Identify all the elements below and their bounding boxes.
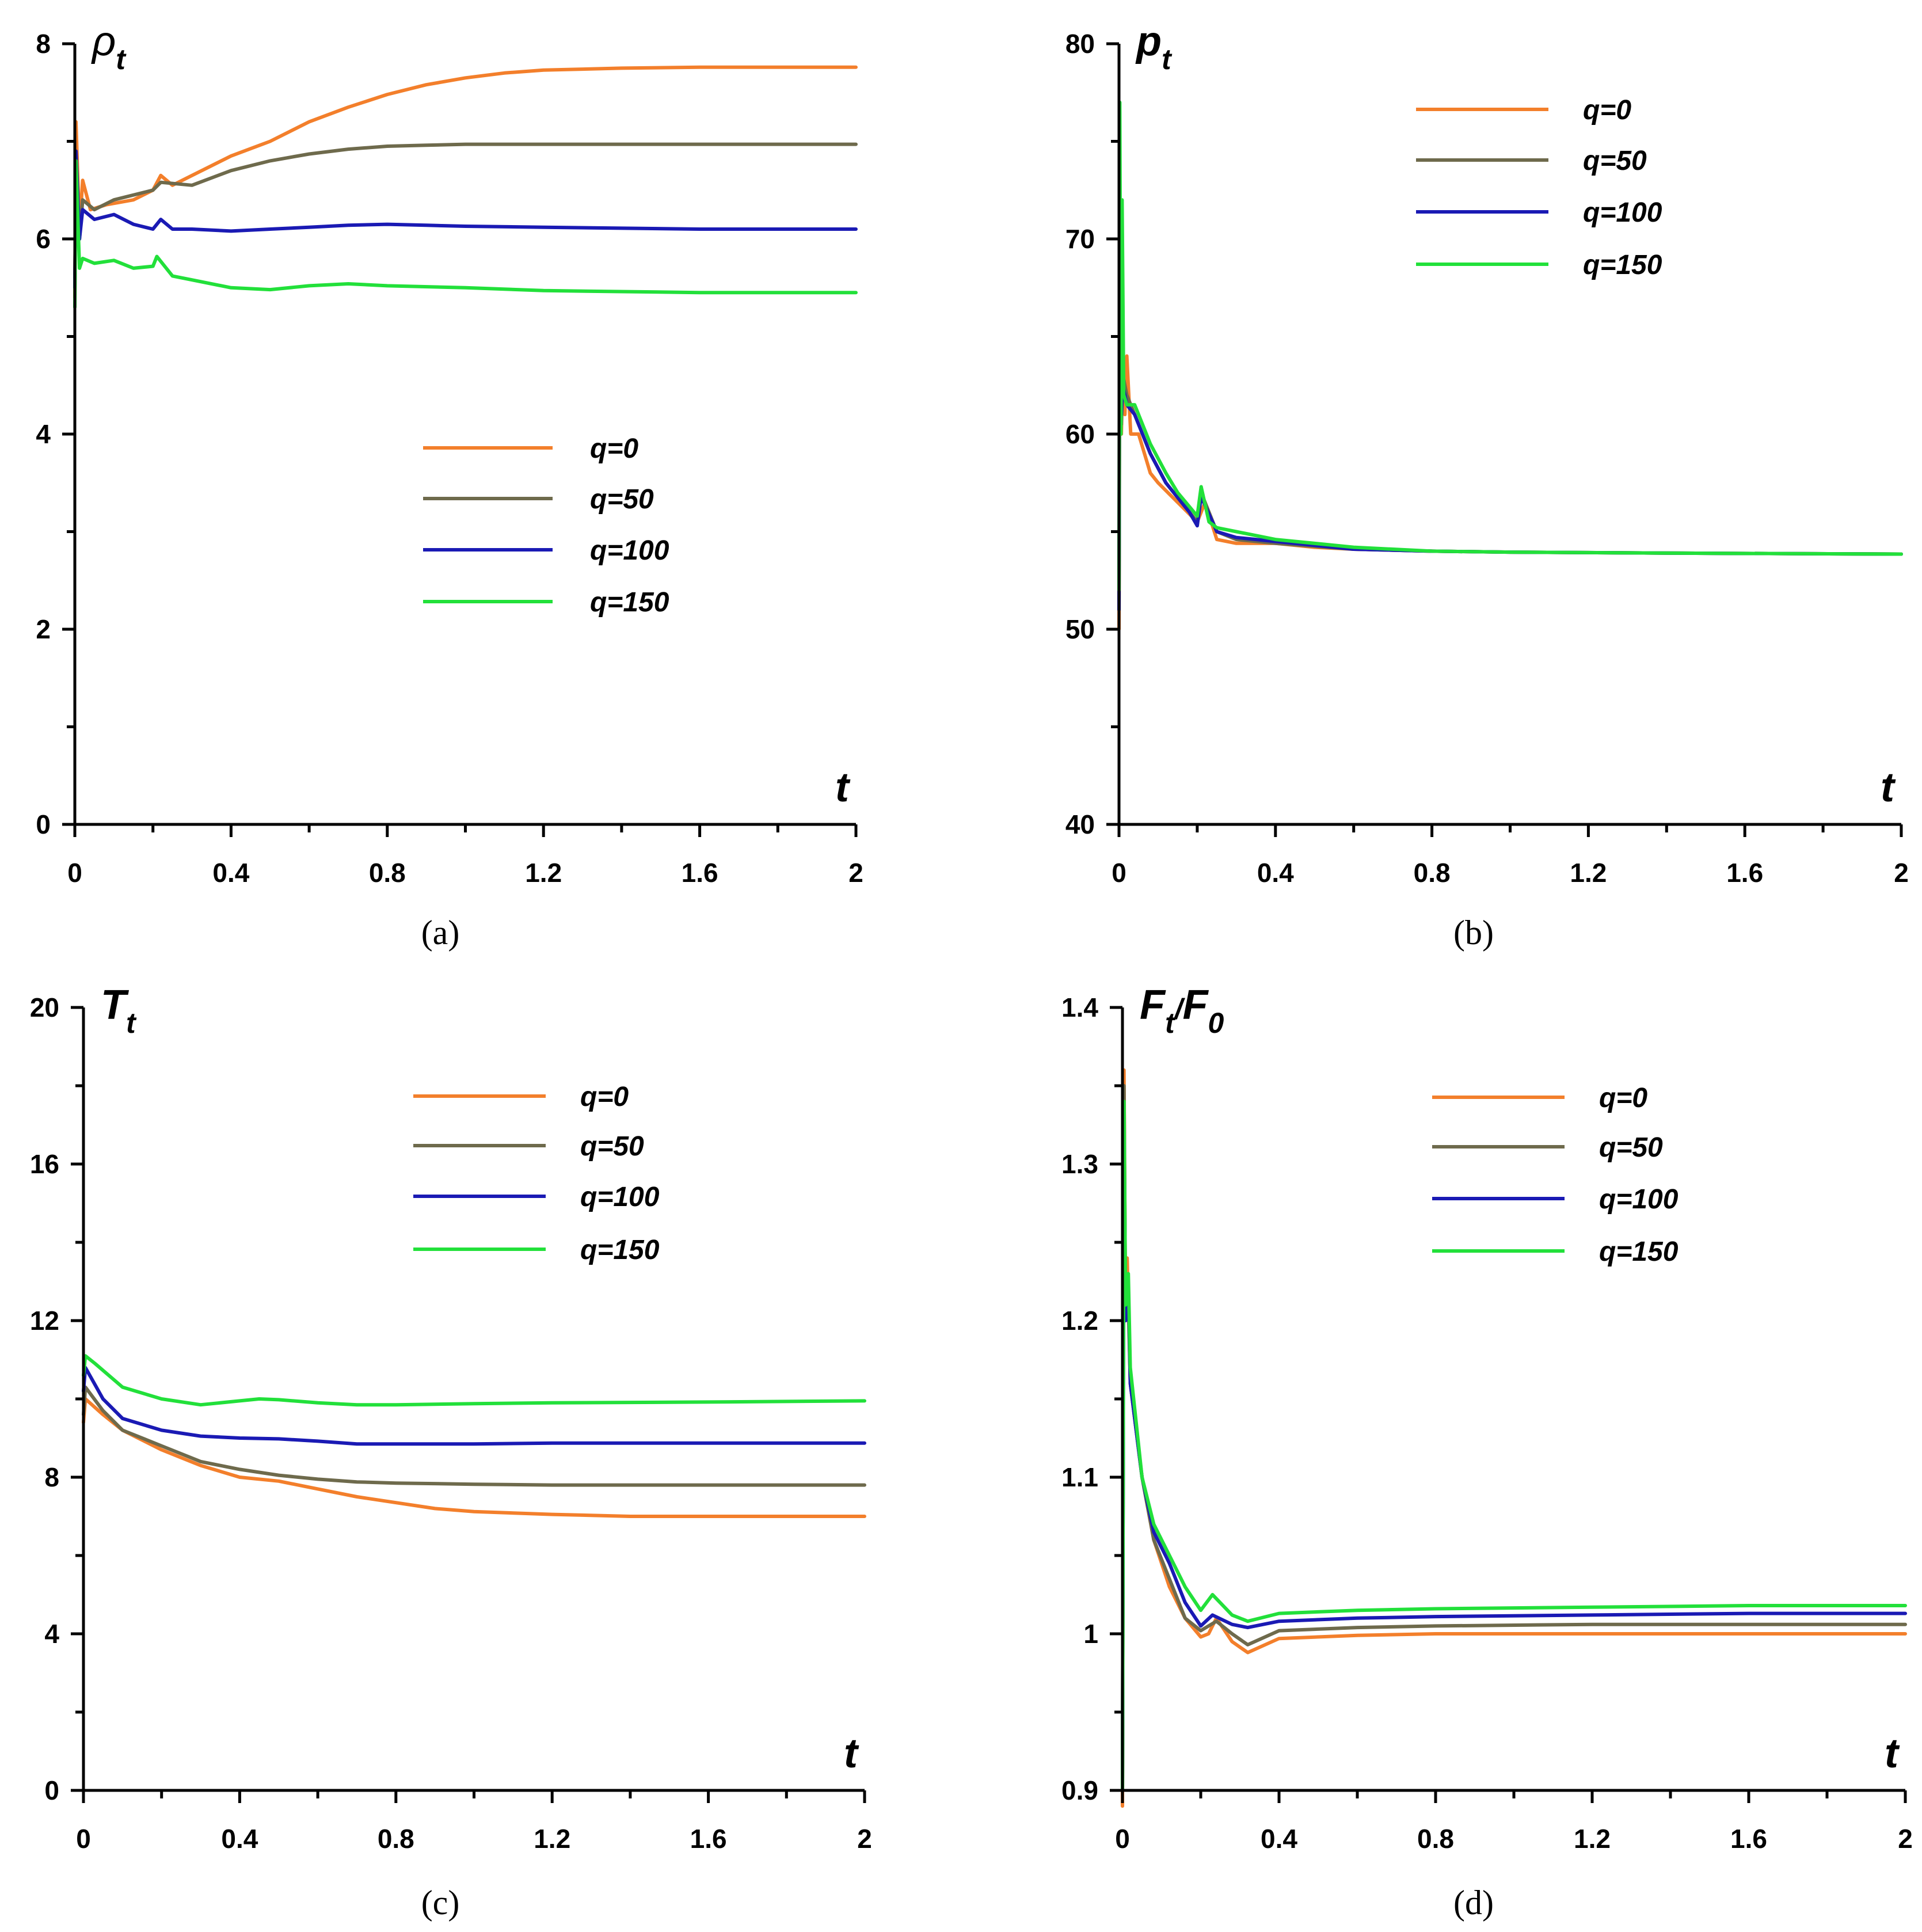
y-tick-label: 4 xyxy=(36,419,51,449)
x-tick-label: 1.6 xyxy=(1730,1824,1767,1854)
y-tick-label: 8 xyxy=(44,1462,59,1492)
series-line-q100 xyxy=(82,1366,866,1446)
y-tick-label: 8 xyxy=(36,29,51,59)
y-tick-label: 2 xyxy=(36,614,51,644)
x-tick-label: 1.2 xyxy=(534,1824,570,1854)
y-tick-label: 40 xyxy=(1065,809,1095,839)
y-tick-label: 80 xyxy=(1065,29,1095,59)
legend-label-q100: q=100 xyxy=(590,535,669,566)
x-tick-label: 2 xyxy=(1898,1824,1913,1854)
panel-caption: (b) xyxy=(1453,914,1494,952)
series-line-q0 xyxy=(1117,315,1903,631)
legend-label-q0: q=0 xyxy=(580,1082,629,1112)
y-axis-label: Ft/F0 xyxy=(1140,982,1224,1039)
y-tick-label: 0 xyxy=(44,1775,59,1805)
x-tick-label: 0 xyxy=(76,1824,91,1854)
x-tick-label: 0.4 xyxy=(1261,1824,1297,1854)
y-tick-label: 1 xyxy=(1083,1619,1098,1649)
x-tick-label: 0 xyxy=(1115,1824,1130,1854)
legend-label-q150: q=150 xyxy=(1583,250,1662,280)
series-line-q50 xyxy=(73,142,858,280)
x-tick-label: 0.4 xyxy=(221,1824,258,1854)
series-line-q0 xyxy=(82,1397,866,1518)
series-line-q50 xyxy=(1121,1084,1907,1792)
x-tick-label: 0.4 xyxy=(212,858,249,888)
x-tick-label: 0.8 xyxy=(378,1824,414,1854)
panel-b: 0 0.4 0.8 1.2 1.6 2 40 50 60 70 80 pt t q=0 q=50 q=100 q… xyxy=(1065,18,1909,952)
legend-label-q0: q=0 xyxy=(590,433,638,464)
legend-label-q150: q=150 xyxy=(580,1235,660,1265)
y-tick-label: 16 xyxy=(30,1149,59,1179)
series-line-q0 xyxy=(73,65,858,299)
series-line-q150 xyxy=(73,159,858,309)
y-tick-label: 1.2 xyxy=(1061,1306,1098,1336)
legend-label-q100: q=100 xyxy=(580,1182,660,1212)
y-axis-label: ρt xyxy=(91,18,127,75)
y-tick-label: 50 xyxy=(1065,614,1095,644)
x-axis-label: t xyxy=(1885,1731,1900,1777)
series-line-q150 xyxy=(1121,1100,1907,1792)
x-tick-label: 0.8 xyxy=(369,858,406,888)
y-tick-label: 4 xyxy=(44,1619,59,1649)
x-tick-label: 2 xyxy=(848,858,863,888)
legend-label-q50: q=50 xyxy=(1599,1132,1663,1163)
x-axis-label: t xyxy=(1881,765,1896,811)
panel-a: 0 0.4 0.8 1.2 1.6 2 0 2 4 6 8 ρt t q=0 q=50 q=100 q=150 (… xyxy=(36,18,863,952)
series-line-q150 xyxy=(1117,100,1903,592)
panel-caption: (c) xyxy=(421,1884,460,1922)
x-tick-label: 1.2 xyxy=(1574,1824,1611,1854)
x-tick-label: 1.6 xyxy=(682,858,718,888)
legend-label-q150: q=150 xyxy=(590,587,669,618)
legend-label-q100: q=100 xyxy=(1583,197,1662,228)
legend-label-q50: q=50 xyxy=(580,1131,644,1162)
y-tick-label: 1.1 xyxy=(1061,1462,1098,1492)
series-line-q0 xyxy=(1121,1068,1907,1808)
x-tick-label: 1.2 xyxy=(1570,858,1607,888)
legend-label-q0: q=0 xyxy=(1599,1083,1647,1113)
x-tick-label: 0.8 xyxy=(1417,1824,1454,1854)
panel-caption: (d) xyxy=(1453,1884,1494,1922)
x-tick-label: 1.6 xyxy=(690,1824,727,1854)
series-line-q150 xyxy=(82,1354,866,1407)
x-tick-label: 2 xyxy=(1894,858,1909,888)
y-tick-label: 1.3 xyxy=(1061,1149,1098,1179)
legend-label-q150: q=150 xyxy=(1599,1237,1679,1267)
legend-label-q50: q=50 xyxy=(1583,146,1647,176)
y-tick-label: 70 xyxy=(1065,224,1095,254)
panel-caption: (a) xyxy=(421,914,460,952)
x-tick-label: 0.8 xyxy=(1414,858,1451,888)
y-tick-label: 6 xyxy=(36,224,51,254)
y-tick-label: 0.9 xyxy=(1061,1775,1098,1805)
y-tick-label: 20 xyxy=(30,992,59,1022)
y-axis-label: pt xyxy=(1135,18,1173,75)
y-tick-label: 12 xyxy=(30,1306,59,1336)
series-line-q50 xyxy=(82,1385,866,1487)
series-line-q100 xyxy=(73,149,858,290)
y-axis-label: Tt xyxy=(101,982,137,1039)
x-tick-label: 1.2 xyxy=(525,858,562,888)
x-tick-label: 0 xyxy=(67,858,82,888)
x-tick-label: 0.4 xyxy=(1257,858,1294,888)
legend-label-q0: q=0 xyxy=(1583,95,1631,125)
series-line-q50 xyxy=(1117,276,1903,612)
x-tick-label: 1.6 xyxy=(1726,858,1763,888)
x-axis-label: t xyxy=(835,765,851,811)
y-tick-label: 0 xyxy=(36,809,51,839)
legend-label-q50: q=50 xyxy=(590,484,654,515)
x-tick-label: 2 xyxy=(857,1824,872,1854)
x-axis-label: t xyxy=(844,1731,859,1777)
series-line-q100 xyxy=(1121,1115,1907,1792)
panel-d: 0 0.4 0.8 1.2 1.6 2 0.9 1 1.1 1.2 1.3 1.4 Ft/F0 t q=0 q… xyxy=(1061,982,1913,1922)
legend-label-q100: q=100 xyxy=(1599,1184,1679,1215)
y-tick-label: 60 xyxy=(1065,419,1095,449)
y-tick-label: 1.4 xyxy=(1061,992,1098,1022)
x-tick-label: 0 xyxy=(1112,858,1126,888)
